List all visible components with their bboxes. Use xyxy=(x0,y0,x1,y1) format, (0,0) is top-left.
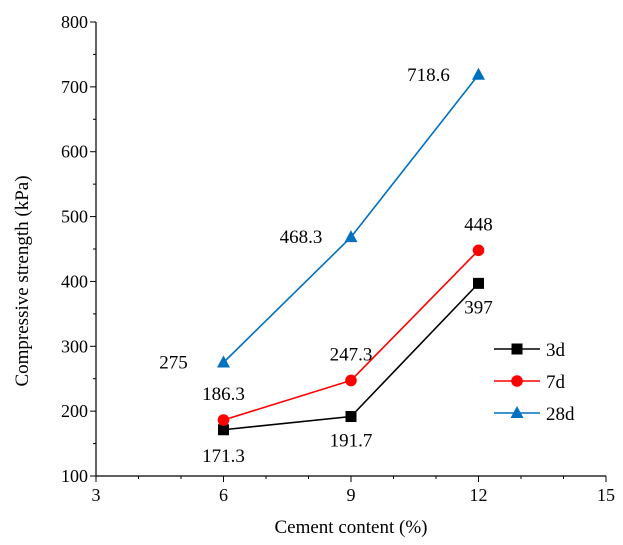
data-point-28d xyxy=(472,67,485,80)
legend-label: 3d xyxy=(546,340,566,361)
data-point-28d xyxy=(217,355,230,368)
x-axis-title: Cement content (%) xyxy=(274,517,427,538)
y-tick-label: 300 xyxy=(61,336,88,356)
y-tick-label: 100 xyxy=(61,466,88,486)
legend-label: 28d xyxy=(546,404,575,425)
series-layer xyxy=(217,67,485,436)
legend-item-28d: 28d xyxy=(494,404,575,425)
data-point-7d xyxy=(217,414,230,426)
series-28d xyxy=(217,67,485,368)
data-label-3d: 171.3 xyxy=(202,446,245,467)
y-tick-label: 800 xyxy=(61,12,88,32)
legend-item-7d: 7d xyxy=(494,372,566,393)
legend-marker xyxy=(511,375,523,387)
data-label-3d: 397 xyxy=(464,297,493,318)
x-tick-label: 12 xyxy=(470,485,488,505)
y-tick-label: 400 xyxy=(61,271,88,291)
x-tick-label: 3 xyxy=(92,485,101,505)
data-label-7d: 186.3 xyxy=(202,384,245,405)
x-tick-label: 15 xyxy=(597,485,615,505)
data-point-28d xyxy=(344,230,358,243)
y-tick-label: 700 xyxy=(61,77,88,97)
legend-item-3d: 3d xyxy=(494,340,566,361)
legend-marker xyxy=(511,343,523,355)
y-tick-label: 200 xyxy=(61,401,88,421)
x-tick-label: 6 xyxy=(219,485,228,505)
legend-marker xyxy=(510,406,524,418)
data-point-3d xyxy=(473,277,484,289)
y-tick-label: 500 xyxy=(61,207,88,227)
y-tick-label: 600 xyxy=(61,142,88,162)
data-point-3d xyxy=(345,411,357,423)
series-7d xyxy=(217,244,485,426)
data-point-7d xyxy=(345,374,357,387)
data-label-7d: 448 xyxy=(464,214,493,235)
x-tick-label: 9 xyxy=(347,485,356,505)
data-label-28d: 718.6 xyxy=(407,65,450,86)
data-point-3d xyxy=(218,424,229,436)
data-point-7d xyxy=(472,244,485,257)
axes: 100 200 300 400 500 600 700 800 3 6 9 12 15 xyxy=(61,12,615,505)
series-3d xyxy=(218,277,484,436)
series-line-28d xyxy=(222,74,480,364)
y-axis-title: Compressive strength (kPa) xyxy=(12,175,33,386)
data-label-3d: 191.7 xyxy=(330,431,373,452)
data-label-28d: 468.3 xyxy=(280,227,323,248)
data-label-28d: 275 xyxy=(159,353,188,374)
data-labels: 171.3 191.7 397 186.3 247.3 448 275 468.3 718.6 xyxy=(159,65,493,467)
data-label-7d: 247.3 xyxy=(330,344,373,365)
legend-label: 7d xyxy=(546,372,566,393)
legend: 3d 7d 28d xyxy=(494,340,575,425)
series-line-7d xyxy=(223,249,480,421)
